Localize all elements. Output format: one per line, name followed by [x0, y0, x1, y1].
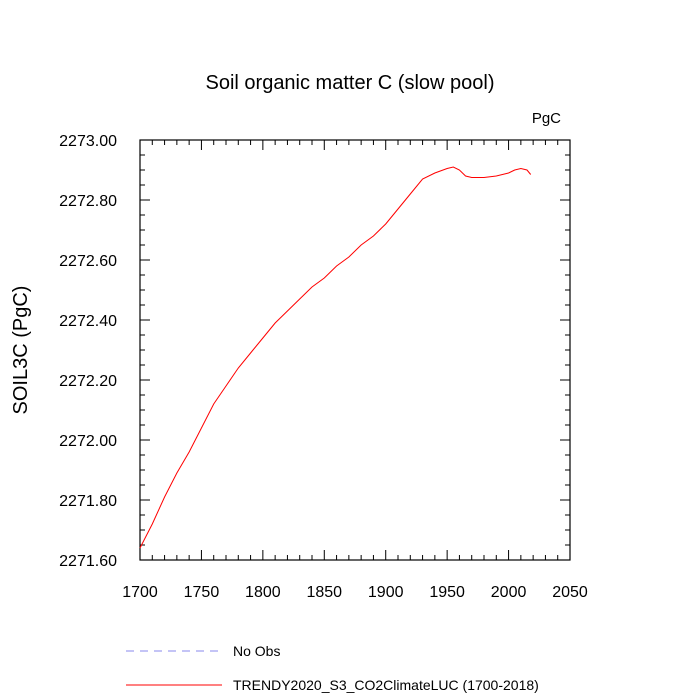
x-tick-label: 1800	[245, 584, 281, 601]
y-tick-label: 2271.80	[59, 493, 117, 510]
y-tick-label: 2272.80	[59, 193, 117, 210]
x-tick-label: 2050	[552, 584, 588, 601]
legend-label-0: No Obs	[233, 643, 280, 659]
y-tick-label: 2273.00	[59, 133, 117, 150]
x-tick-label: 1700	[122, 584, 158, 601]
x-tick-label: 1950	[429, 584, 465, 601]
y-axis: 2271.60 2271.80 2272.00 2272.20 2272.40 2272.…	[59, 133, 570, 570]
x-tick-label: 1900	[368, 584, 404, 601]
y-tick-label: 2272.60	[59, 253, 117, 270]
y-tick-label: 2271.60	[59, 553, 117, 570]
x-tick-label: 1850	[306, 584, 342, 601]
y-tick-label: 2272.00	[59, 433, 117, 450]
chart-title: Soil organic matter C (slow pool)	[206, 72, 495, 94]
x-tick-label: 2000	[491, 584, 527, 601]
legend-label-1: TRENDY2020_S3_CO2ClimateLUC (1700-2018)	[233, 677, 539, 693]
plot-border	[139, 139, 571, 561]
units-label: PgC	[532, 110, 561, 127]
x-axis: 1700 1750 1800 1850 1900 1950 2000 2050	[122, 140, 588, 601]
x-tick-label: 1750	[184, 584, 220, 601]
legend: No Obs TRENDY2020_S3_CO2ClimateLUC (1700-…	[126, 643, 539, 693]
y-axis-label: SOIL3C (PgC)	[10, 286, 32, 415]
plot-frame	[139, 139, 571, 561]
series-line-1	[139, 166, 532, 549]
y-tick-label: 2272.40	[59, 313, 117, 330]
y-tick-label: 2272.20	[59, 373, 117, 390]
series-layer	[139, 166, 532, 549]
